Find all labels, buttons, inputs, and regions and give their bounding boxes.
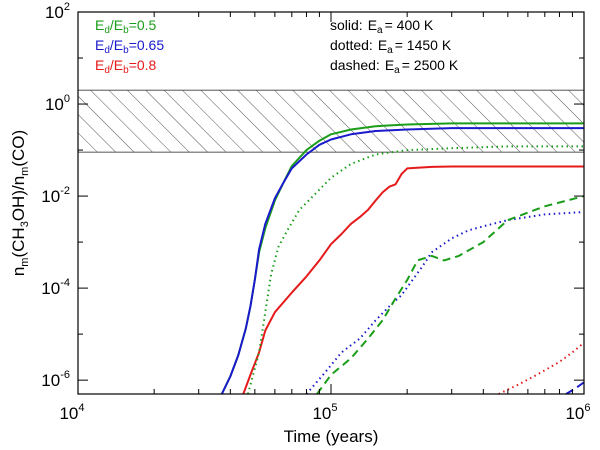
series-line-0.65-dotted xyxy=(305,211,584,394)
series-line-0.8-dotted xyxy=(498,341,584,394)
y-tick-label: 10-6 xyxy=(41,369,70,390)
x-tick-label: 105 xyxy=(312,402,337,423)
y-axis-title: nm(CH3OH)/nm(CO) xyxy=(9,130,31,276)
y-tick-label: 102 xyxy=(45,1,70,22)
y-tick-label: 10-2 xyxy=(41,185,70,206)
legend-style-dotted: dotted: Ea = 1450 K xyxy=(330,37,452,56)
x-tick-label: 104 xyxy=(59,402,84,423)
series-layer xyxy=(220,122,584,394)
y-tick-label: 100 xyxy=(45,93,70,114)
x-tick-labels: 104 105 106 xyxy=(59,402,590,423)
legend-style-dashed: dashed: Ea = 2500 K xyxy=(330,57,459,76)
x-axis-title: Time (years) xyxy=(284,427,379,446)
series-line-0.65-dashed xyxy=(565,381,584,394)
y-tick-label: 10-4 xyxy=(41,277,70,298)
legend-entry-0.65: Ed/Eb=0.65 xyxy=(95,37,164,56)
series-line-0.5-solid xyxy=(220,122,584,394)
tick-layer xyxy=(77,11,585,394)
series-line-0.5-dotted xyxy=(247,145,584,394)
series-line-0.65-solid xyxy=(220,127,584,394)
legend-entry-0.8: Ed/Eb=0.8 xyxy=(95,57,157,76)
y-tick-labels: 102 100 10-2 10-4 10-6 xyxy=(41,1,70,390)
legend-colors: Ed/Eb=0.5 Ed/Eb=0.65 Ed/Eb=0.8 xyxy=(95,17,164,76)
hatched-band xyxy=(77,89,585,153)
legend-entry-0.5: Ed/Eb=0.5 xyxy=(95,17,157,36)
legend-styles: solid: Ea = 400 K dotted: Ea = 1450 K dashed… xyxy=(330,17,459,76)
series-line-0.8-solid xyxy=(242,165,584,394)
legend-style-solid: solid: Ea = 400 K xyxy=(330,17,434,36)
series-line-0.5-dashed xyxy=(316,195,584,394)
x-tick-label: 106 xyxy=(565,402,590,423)
